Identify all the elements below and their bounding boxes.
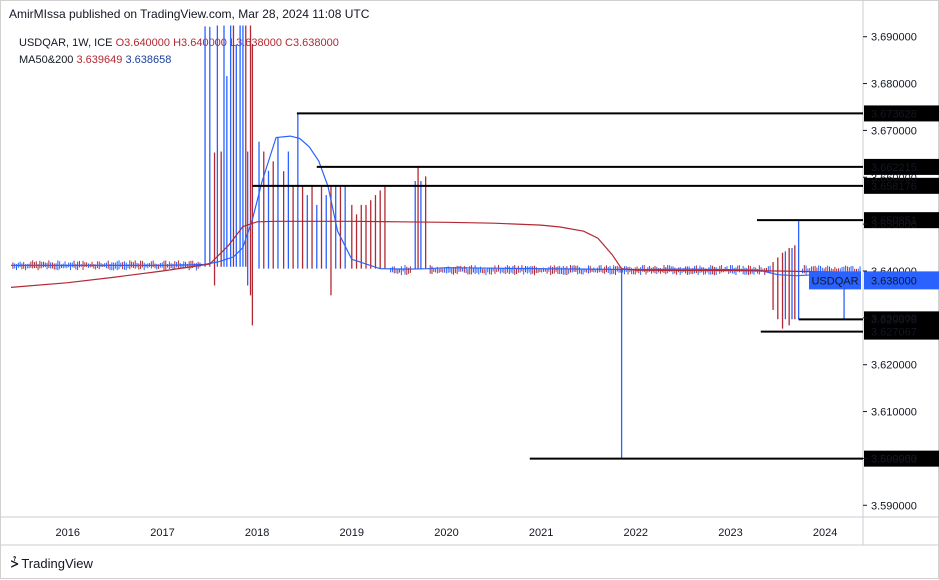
- level-price-tag: [864, 105, 939, 122]
- x-tick-label: 2023: [718, 527, 742, 539]
- brand-name: TradingView: [21, 555, 93, 571]
- symbol-price-tag[interactable]: [809, 271, 861, 290]
- y-tick-label: 3.630000: [871, 313, 917, 325]
- y-tick-label: 3.680000: [871, 79, 917, 91]
- x-tick-label: 2019: [340, 527, 364, 539]
- y-tick-label: 3.650000: [871, 219, 917, 231]
- level-price-tag: [864, 177, 939, 194]
- level-price-label: 3.662215: [871, 162, 917, 174]
- y-tick-label: 3.600000: [871, 453, 917, 465]
- level-price-tag: [864, 158, 939, 175]
- legend: USDQAR, 1W, ICE O3.640000 H3.640000 L3.6…: [19, 35, 339, 69]
- level-price-tag: [864, 323, 939, 340]
- y-tick-label: 3.690000: [871, 32, 917, 44]
- level-price-label: 3.627067: [871, 327, 917, 339]
- level-price-tag: [864, 311, 939, 328]
- legend-open: O3.640000: [115, 37, 171, 49]
- y-tick-label: 3.660000: [871, 172, 917, 184]
- legend-ma-value-2: 3.638658: [125, 54, 172, 66]
- level-price-label: 3.673628: [871, 108, 917, 120]
- legend-ma-row: MA50&200 3.639649 3.638658: [19, 52, 339, 69]
- level-price-tag: [864, 212, 939, 229]
- level-price-label: 3.599953: [871, 454, 917, 466]
- legend-ma-value-1: 3.639649: [76, 54, 123, 66]
- current-price-label: 3.638000: [871, 275, 917, 287]
- level-price-tag: [864, 450, 939, 467]
- y-tick-label: 3.670000: [871, 125, 917, 137]
- x-tick-label: 2020: [434, 527, 458, 539]
- x-tick-label: 2024: [813, 527, 837, 539]
- legend-ohlc-row: USDQAR, 1W, ICE O3.640000 H3.640000 L3.6…: [19, 35, 339, 52]
- legend-close: C3.638000: [285, 37, 339, 49]
- y-tick-label: 3.620000: [871, 360, 917, 372]
- ma-line-ma50: [11, 135, 854, 277]
- x-tick-label: 2021: [529, 527, 553, 539]
- symbol-price-tag-label: USDQAR: [811, 275, 858, 287]
- level-price-label: 3.658176: [871, 181, 917, 193]
- x-tick-label: 2022: [624, 527, 648, 539]
- y-tick-label: 3.610000: [871, 407, 917, 419]
- x-tick-label: 2017: [150, 527, 174, 539]
- y-tick-label: 3.590000: [871, 500, 917, 512]
- legend-high: H3.640000: [173, 37, 227, 49]
- ma-line-ma200: [10, 220, 854, 288]
- legend-ma-label[interactable]: MA50&200: [19, 54, 74, 66]
- brand[interactable]: ⩼ TradingView: [11, 555, 93, 571]
- level-price-label: 3.629678: [871, 314, 917, 326]
- x-tick-label: 2016: [56, 527, 80, 539]
- current-price-tag: [864, 271, 939, 290]
- legend-symbol[interactable]: USDQAR, 1W, ICE: [19, 37, 113, 49]
- tv-logo-icon: ⩼: [11, 555, 18, 570]
- level-price-label: 3.650851: [871, 215, 917, 227]
- publisher-line: AmirMIssa published on TradingView.com, …: [9, 7, 370, 21]
- x-tick-label: 2018: [245, 527, 269, 539]
